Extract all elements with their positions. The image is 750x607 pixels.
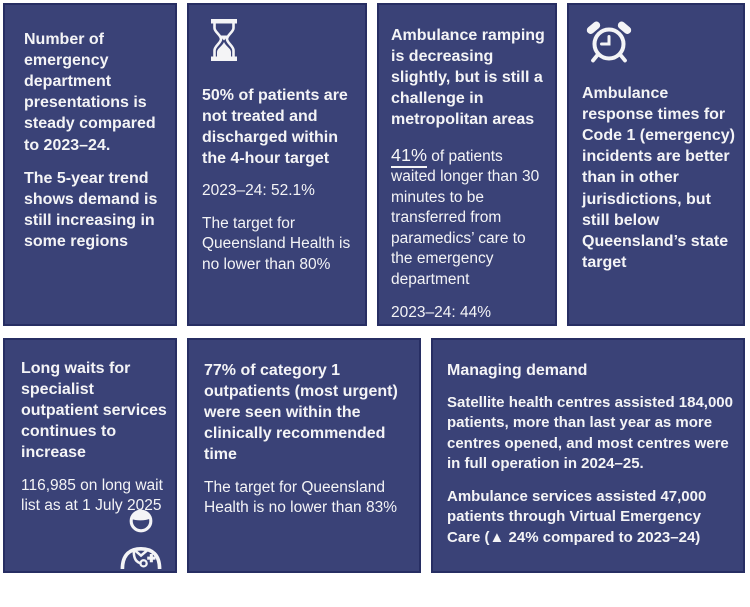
tile-outpatient-waits: Long waits for specialist outpatient ser… (3, 338, 177, 573)
ramping-stat-value: 41% (391, 144, 427, 168)
tile-four-hour-target: 50% of patients are not treated and disc… (187, 3, 367, 326)
tile-managing-demand: Managing demand Satellite health centres… (431, 338, 745, 573)
tile-ambulance-ramping: Ambulance ramping is decreasing slightly… (377, 3, 557, 326)
tile-ed-presentations: Number of emergency department presentat… (3, 3, 177, 326)
ed-trend-text: The 5-year trend shows demand is still i… (24, 169, 158, 250)
top-row: Number of emergency department presentat… (3, 3, 750, 326)
ramping-stat-rest: of patients waited longer than 30 minute… (391, 147, 540, 288)
four-hour-stat: 2023–24: 52.1% (202, 182, 315, 200)
ramping-footnote: 2023–24: 44% (391, 304, 491, 321)
response-times-text: Ambulance response times for Code 1 (eme… (582, 85, 735, 271)
outpatient-waits-stat: 116,985 on long wait list as at 1 July 2… (21, 476, 163, 514)
ramping-stat-paragraph: 41% of patients waited longer than 30 mi… (391, 144, 549, 290)
category1-target-text: The target for Queensland Health is no l… (204, 478, 398, 516)
outpatient-waits-heading: Long waits for specialist outpatient ser… (21, 360, 167, 462)
tile-ambulance-response: Ambulance response times for Code 1 (eme… (567, 3, 745, 326)
four-hour-heading: 50% of patients are not treated and disc… (202, 87, 348, 168)
category1-heading: 77% of category 1 outpatients (most urge… (204, 362, 398, 464)
infographic-board: Number of emergency department presentat… (3, 3, 750, 573)
ed-presentations-text: Number of emergency department presentat… (24, 31, 156, 154)
ramping-heading: Ambulance ramping is decreasing slightly… (391, 27, 545, 129)
satellite-centres-text: Satellite health centres assisted 184,00… (447, 394, 733, 472)
tile-category1-outpatients: 77% of category 1 outpatients (most urge… (187, 338, 421, 573)
doctor-icon (117, 507, 165, 569)
managing-demand-heading: Managing demand (447, 362, 588, 379)
hourglass-icon (209, 19, 355, 61)
bottom-row: Long waits for specialist outpatient ser… (3, 338, 750, 573)
four-hour-target-text: The target for Queensland Health is no l… (202, 214, 351, 273)
virtual-emergency-text: Ambulance services assisted 47,000 patie… (447, 488, 707, 546)
alarm-clock-icon (584, 18, 735, 65)
